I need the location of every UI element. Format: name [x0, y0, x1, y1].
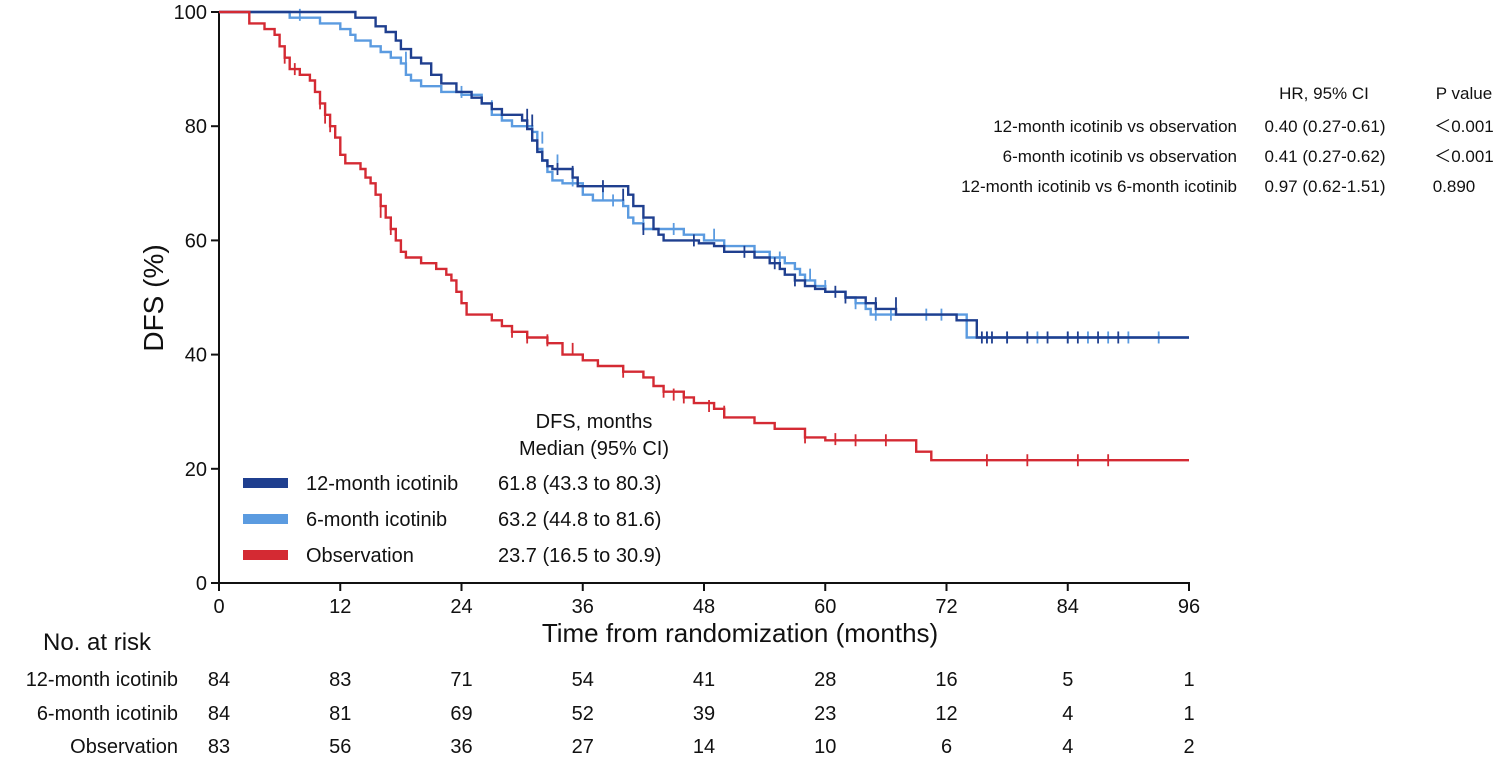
- risk-value: 27: [572, 736, 594, 757]
- legend-header-line1: DFS, months: [536, 411, 653, 433]
- x-tick-label: 24: [450, 596, 472, 618]
- risk-value: 10: [814, 736, 836, 757]
- risk-row-label: 6-month icotinib: [37, 703, 178, 725]
- risk-value: 83: [208, 736, 230, 757]
- y-tick-label: 80: [185, 116, 207, 138]
- hr-row-label: 12-month icotinib vs observation: [993, 117, 1237, 136]
- x-tick-label: 36: [572, 596, 594, 618]
- hr-row-value: 0.41 (0.27-0.62): [1265, 147, 1386, 166]
- hr-row-label: 12-month icotinib vs 6-month icotinib: [961, 177, 1237, 196]
- legend-swatch: [243, 550, 288, 560]
- risk-value: 41: [693, 669, 715, 691]
- y-tick-label: 100: [174, 2, 207, 24]
- risk-table: No. at risk 12-month icotinib 6-month ic…: [26, 629, 1195, 757]
- y-tick-label: 0: [196, 573, 207, 595]
- risk-value: 69: [450, 703, 472, 725]
- legend-series-name: 12-month icotinib: [306, 473, 458, 495]
- y-tick-label: 60: [185, 230, 207, 252]
- hr-row-value: 0.97 (0.62-1.51): [1265, 177, 1386, 196]
- risk-row-label: 12-month icotinib: [26, 669, 178, 691]
- y-ticks: 0 20 40 60 80 100: [174, 2, 219, 595]
- hr-table: HR, 95% CI P value 12-month icotinib vs …: [961, 84, 1494, 196]
- x-tick-label: 84: [1057, 596, 1079, 618]
- curve-12-month-icotinib: [219, 10, 1189, 339]
- hr-row-value: 0.40 (0.27-0.61): [1265, 117, 1386, 136]
- curve-observation: [219, 10, 1189, 462]
- risk-row-label: Observation: [70, 736, 178, 757]
- risk-value: 4: [1062, 703, 1073, 725]
- x-tick-label: 96: [1178, 596, 1200, 618]
- risk-table-title: No. at risk: [43, 629, 152, 656]
- hr-row-p: ＜0.001: [1434, 147, 1494, 166]
- p-col-header: P value: [1436, 84, 1492, 103]
- legend-series-median: 23.7 (16.5 to 30.9): [498, 545, 661, 567]
- risk-value: 83: [329, 669, 351, 691]
- hr-row-p: 0.890: [1433, 177, 1476, 196]
- risk-value: 5: [1062, 669, 1073, 691]
- risk-value: 81: [329, 703, 351, 725]
- x-tick-label: 60: [814, 596, 836, 618]
- x-ticks: 0 12 24 36 48 60 72 84 96: [213, 583, 1200, 618]
- risk-value: 16: [935, 669, 957, 691]
- risk-value: 2: [1183, 736, 1194, 757]
- legend-series-name: 6-month icotinib: [306, 509, 447, 531]
- risk-value: 6: [941, 736, 952, 757]
- y-tick-label: 40: [185, 345, 207, 367]
- risk-value: 1: [1183, 669, 1194, 691]
- y-tick-label: 20: [185, 459, 207, 481]
- survival-curves: [219, 8, 1189, 467]
- risk-value: 52: [572, 703, 594, 725]
- legend-series-median: 63.2 (44.8 to 81.6): [498, 509, 661, 531]
- x-axis-label: Time from randomization (months): [542, 618, 938, 648]
- legend-header-line2: Median (95% CI): [519, 438, 669, 460]
- hr-col-header: HR, 95% CI: [1279, 84, 1369, 103]
- risk-value: 54: [572, 669, 594, 691]
- risk-value: 56: [329, 736, 351, 757]
- risk-value: 4: [1062, 736, 1073, 757]
- x-tick-label: 48: [693, 596, 715, 618]
- risk-value: 14: [693, 736, 715, 757]
- risk-value: 71: [450, 669, 472, 691]
- legend: DFS, months Median (95% CI) 12-month ico…: [243, 411, 669, 567]
- risk-value: 36: [450, 736, 472, 757]
- risk-values: 84 83 71 54 41 28 16 5 184 81 69 52 39 23 12 4 183 56 36 27…: [208, 669, 1195, 757]
- curve-6-month-icotinib: [219, 10, 1189, 339]
- risk-value: 39: [693, 703, 715, 725]
- risk-value: 12: [935, 703, 957, 725]
- risk-value: 28: [814, 669, 836, 691]
- x-tick-label: 12: [329, 596, 351, 618]
- legend-swatch: [243, 514, 288, 524]
- hr-row-p: ＜0.001: [1434, 117, 1494, 136]
- legend-swatch: [243, 478, 288, 488]
- risk-value: 84: [208, 703, 230, 725]
- x-tick-label: 72: [935, 596, 957, 618]
- risk-value: 23: [814, 703, 836, 725]
- risk-value: 84: [208, 669, 230, 691]
- y-axis-label: DFS (%): [138, 244, 169, 351]
- legend-series-name: Observation: [306, 545, 414, 567]
- legend-items: 12-month icotinib 61.8 (43.3 to 80.3) 6-mo…: [243, 473, 661, 567]
- legend-series-median: 61.8 (43.3 to 80.3): [498, 473, 661, 495]
- x-tick-label: 0: [213, 596, 224, 618]
- hr-row-label: 6-month icotinib vs observation: [1003, 147, 1237, 166]
- risk-value: 1: [1183, 703, 1194, 725]
